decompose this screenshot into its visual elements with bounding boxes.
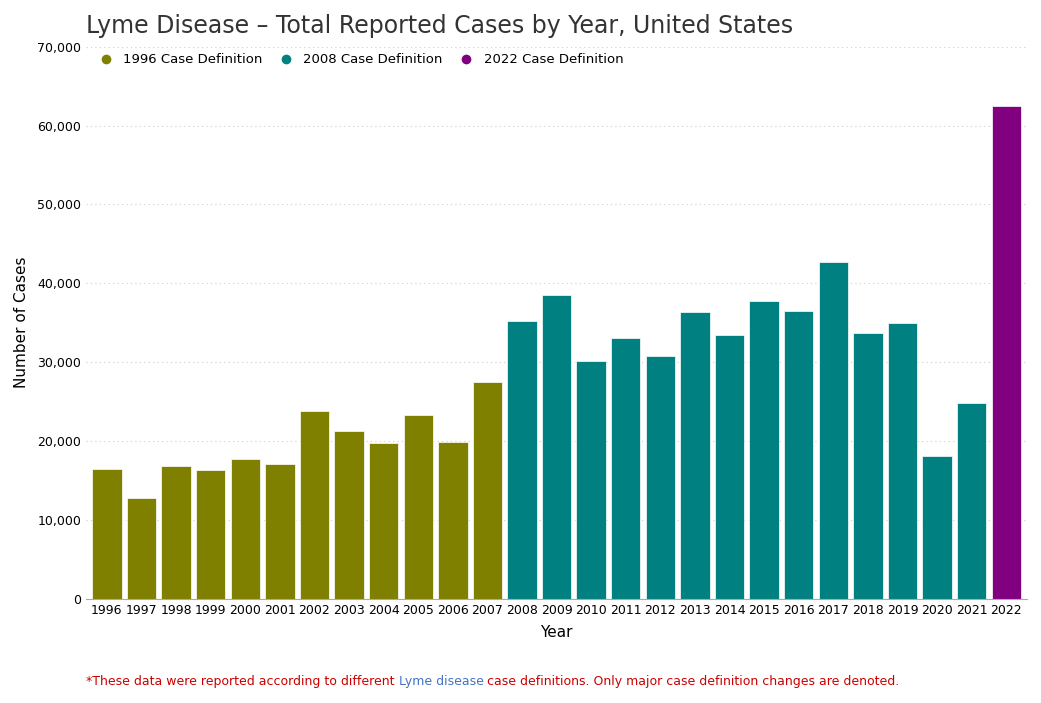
Bar xyxy=(957,403,987,599)
Bar xyxy=(784,311,813,599)
Text: *These data were reported according to different: *These data were reported according to d… xyxy=(86,676,399,688)
Bar xyxy=(680,312,710,599)
Bar xyxy=(265,465,295,599)
Bar xyxy=(507,321,537,599)
Legend: 1996 Case Definition, 2008 Case Definition, 2022 Case Definition: 1996 Case Definition, 2008 Case Definiti… xyxy=(93,53,624,66)
Y-axis label: Number of Cases: Number of Cases xyxy=(14,257,29,389)
Bar xyxy=(888,323,917,599)
Bar xyxy=(611,337,640,599)
Bar xyxy=(992,105,1021,599)
Bar xyxy=(854,333,883,599)
Bar xyxy=(438,441,467,599)
Bar xyxy=(369,443,399,599)
Bar xyxy=(645,356,676,599)
Bar xyxy=(334,431,363,599)
Bar xyxy=(922,456,951,599)
Bar xyxy=(473,382,502,599)
Bar xyxy=(230,459,260,599)
Text: case definitions. Only major case definition changes are denoted.: case definitions. Only major case defini… xyxy=(483,676,899,688)
Text: Lyme Disease – Total Reported Cases by Year, United States: Lyme Disease – Total Reported Cases by Y… xyxy=(86,14,793,38)
Bar xyxy=(404,415,433,599)
Bar xyxy=(577,361,606,599)
Bar xyxy=(161,466,191,599)
Bar xyxy=(300,411,329,599)
Bar xyxy=(127,498,156,599)
Bar xyxy=(715,335,744,599)
Bar xyxy=(818,262,848,599)
Bar xyxy=(750,300,779,599)
Bar xyxy=(196,470,225,599)
Bar xyxy=(542,295,572,599)
Text: Lyme disease: Lyme disease xyxy=(399,676,483,688)
X-axis label: Year: Year xyxy=(540,625,573,640)
Bar xyxy=(93,469,122,599)
